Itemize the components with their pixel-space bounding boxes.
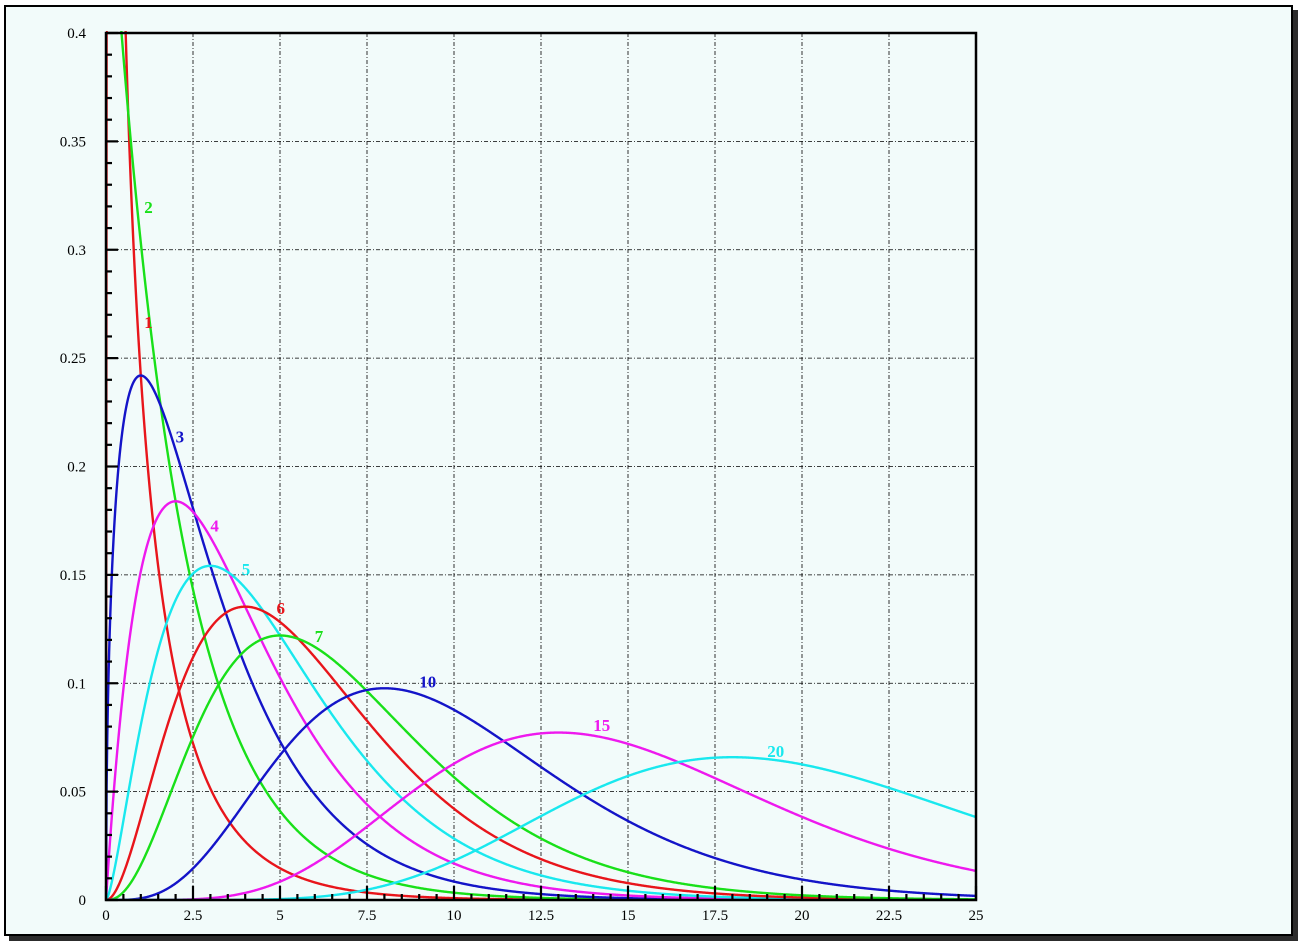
series-label-4: 4	[210, 517, 219, 536]
series-labels: 1 2 3 4 5 6 7 10 15 20	[144, 198, 784, 761]
series-label-5: 5	[242, 560, 251, 579]
series-curve-7	[106, 634, 976, 900]
series-curve-6	[106, 605, 976, 900]
y-tick-label: 0.15	[60, 568, 86, 584]
x-tick-label: 12.5	[528, 908, 554, 924]
series-curve-10	[106, 687, 976, 900]
chart-frame: 0 2.5 5 7.5 10 12.5 15 17.5 20 22.5 25 0 0.05 0.1 0.1…	[4, 5, 1293, 936]
x-tick-label: 22.5	[876, 908, 902, 924]
series-curve-15	[106, 731, 976, 900]
y-tick-label: 0.05	[60, 785, 86, 801]
x-tick-label: 17.5	[702, 908, 728, 924]
y-tick-label: 0.4	[67, 26, 86, 42]
series-label-3: 3	[176, 428, 185, 447]
x-tick-label: 7.5	[358, 908, 377, 924]
y-tick-label: 0.35	[60, 134, 86, 150]
series-label-15: 15	[593, 716, 610, 735]
y-tick-label: 0.3	[67, 243, 86, 259]
x-tick-label: 0	[102, 908, 110, 924]
y-tick-label: 0.1	[67, 676, 86, 692]
series-label-6: 6	[277, 599, 286, 618]
x-tick-label: 10	[447, 908, 462, 924]
y-tick-label: 0.25	[60, 351, 86, 367]
x-tick-label: 2.5	[184, 908, 203, 924]
series-label-7: 7	[315, 627, 324, 646]
series-label-10: 10	[419, 673, 436, 692]
y-tick-labels: 0 0.05 0.1 0.15 0.2 0.25 0.3 0.35 0.4	[60, 26, 87, 909]
x-tick-label: 20	[795, 908, 810, 924]
x-tick-label: 5	[276, 908, 284, 924]
y-tick-label: 0.2	[67, 460, 86, 476]
series-label-1: 1	[144, 313, 153, 332]
y-tick-label: 0	[79, 893, 87, 909]
series-label-2: 2	[144, 198, 153, 217]
chi-square-density-chart: 0 2.5 5 7.5 10 12.5 15 17.5 20 22.5 25 00.050.10.1…	[60, 26, 984, 924]
tick-marks	[104, 31, 978, 902]
series-label-20: 20	[767, 742, 784, 761]
x-tick-label: 25	[969, 908, 984, 924]
x-tick-label: 15	[621, 908, 636, 924]
x-tick-labels: 0 2.5 5 7.5 10 12.5 15 17.5 20 22.5 25	[102, 908, 983, 924]
